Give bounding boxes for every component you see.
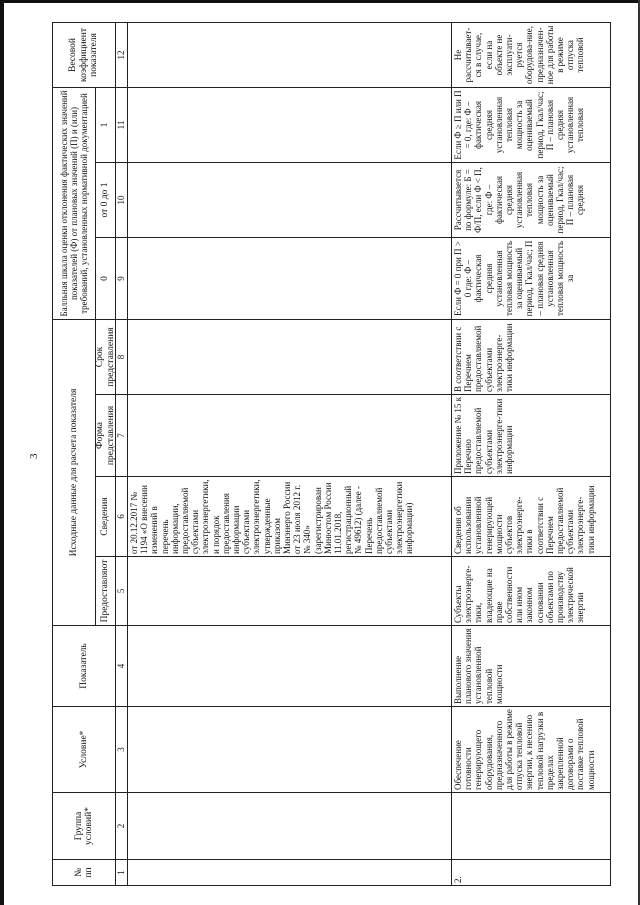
table-cell [127,237,452,320]
table-cell [127,792,452,860]
header-group-source-data: Исходные данные для расчета показателя [52,319,96,626]
table-cell-deadline: В соответствии с Перечнем предоставляемо… [451,319,611,395]
header-col-weight: Весовой коэффициент показателя [52,22,116,88]
scan-edge [0,0,640,3]
header-col-condition: Условие* [52,706,116,793]
table-cell [127,625,452,707]
table-cell-indicator: Выполнение планового значения установлен… [451,625,611,707]
row-number: 2. [451,859,611,886]
header-col-score-0: 0 [95,237,116,320]
page-number: 3 [28,453,40,460]
table-cell [127,556,452,626]
scan-edge [0,0,4,905]
table-cell [127,859,452,886]
table-cell [127,87,452,163]
table-cell-info: Сведения об использовании установленной … [451,476,611,557]
table-cell-score-0-1: Рассчитывается по формуле: Б = Ф/П, если… [451,162,611,238]
scan-edge [638,0,640,905]
table-cell [127,162,452,238]
table-cell-form: Приложение № 15 к Перечню предоставляемо… [451,394,611,477]
table-cell [127,319,452,395]
table-cell-weight: Не рассчитывает-ся в случае, если на объ… [451,22,611,88]
table-cell [127,706,452,793]
header-col-indicator: Показатель [52,625,116,707]
header-col-deadline: Срок представления [95,319,116,395]
table-cell [127,394,452,477]
header-col-provided-by: Предоставляют [95,556,116,626]
table-cell [127,22,452,88]
header-col-number: № пп [52,859,116,886]
table-cell-info: от 20.12.2017 № 1194 «О внесении изменен… [127,476,452,557]
header-group-score-scale: Балльная шкала оценки отклонения фактиче… [52,87,96,320]
table-cell-score-0: Если Ф = 0 при П > 0 где: Ф – фактическа… [451,237,611,320]
header-col-score-1: 1 [95,87,116,163]
table-cell-provided-by: Субъекты электроэнерге-тики, владеющие н… [451,556,611,626]
header-col-score-0-1: от 0 до 1 [95,162,116,238]
header-col-form: Форма представления [95,394,116,477]
table-cell-group [451,792,611,860]
table-cell-condition: Обеспечение готовности генерирующего обо… [451,706,611,793]
table-cell-score-1: Если Ф ≥ П или П = 0, где: Ф – фактическ… [451,87,611,163]
header-col-group: Группа условий* [52,792,116,860]
header-col-info: Сведения [95,476,116,557]
